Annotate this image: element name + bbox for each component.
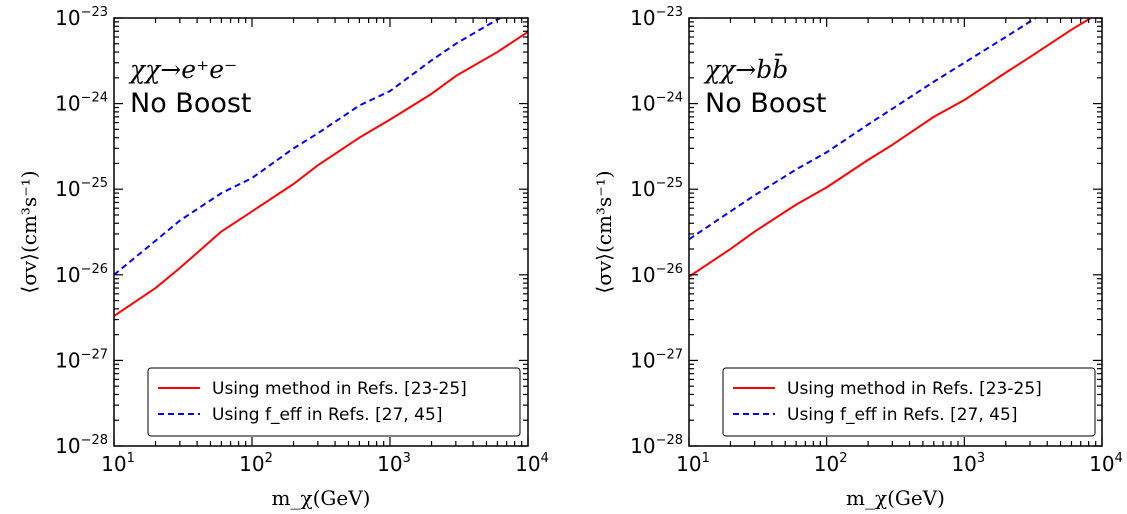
process-annotation: χχ→e⁺e⁻ (128, 55, 237, 84)
chart-bb: 101 102 103 104 10−28 10−27 10−26 10−25 10−24 10−… (592, 5, 1123, 510)
x-tick-label: 103 (377, 451, 411, 476)
y-tick-label: 10−26 (630, 262, 683, 287)
series-group (689, 18, 1092, 278)
y-tick-label: 10−23 (55, 5, 108, 30)
legend: Using method in Refs. [23-25] Using f_eff… (722, 367, 1096, 437)
y-tick-label: 10−23 (630, 5, 683, 30)
x-tick-label: 102 (814, 451, 848, 476)
process-annotation: χχ→bb̄ (703, 55, 788, 84)
chart-ee: 101 102 103 104 10−28 10−27 10−26 10−25 10−24 10−… (17, 5, 549, 510)
series-group (114, 18, 528, 317)
boost-annotation: No Boost (130, 88, 252, 119)
x-tick-label: 102 (239, 451, 273, 476)
y-tick-label: 10−28 (630, 433, 683, 458)
y-tick-label: 10−25 (630, 176, 683, 201)
ticks (688, 17, 1103, 447)
y-axis-label: ⟨σv⟩(cm³s⁻¹) (592, 170, 616, 293)
plot-frame (688, 17, 1103, 447)
y-tick-label: 10−24 (630, 91, 683, 116)
x-tick-label: 101 (101, 451, 135, 476)
legend-label: Using f_eff in Refs. [27, 45] (787, 405, 1017, 425)
series-line-blue-feff (689, 18, 1037, 241)
y-tick-label: 10−25 (55, 176, 108, 201)
y-tick-label: 10−24 (55, 91, 108, 116)
x-tick-label: 104 (515, 451, 549, 476)
x-tick-label: 101 (676, 451, 710, 476)
series-line-red-method (114, 30, 528, 317)
legend-box (147, 367, 521, 437)
x-axis-label: m_χ(GeV) (846, 486, 945, 510)
x-tick-label: 103 (951, 451, 985, 476)
legend: Using method in Refs. [23-25] Using f_eff… (147, 367, 521, 437)
plot-frame (113, 17, 529, 447)
x-tick-label: 104 (1089, 451, 1123, 476)
series-line-red-method (689, 18, 1092, 278)
y-tick-label: 10−27 (630, 347, 683, 372)
y-tick-label: 10−26 (55, 262, 108, 287)
x-axis-label: m_χ(GeV) (272, 486, 371, 510)
legend-label: Using f_eff in Refs. [27, 45] (212, 405, 442, 425)
series-line-blue-feff (114, 18, 501, 276)
y-tick-label: 10−27 (55, 347, 108, 372)
boost-annotation: No Boost (705, 88, 827, 119)
legend-label: Using method in Refs. [23-25] (212, 379, 467, 399)
y-axis-label: ⟨σv⟩(cm³s⁻¹) (17, 170, 41, 293)
legend-label: Using method in Refs. [23-25] (787, 379, 1042, 399)
legend-box (722, 367, 1096, 437)
y-tick-label: 10−28 (55, 433, 108, 458)
